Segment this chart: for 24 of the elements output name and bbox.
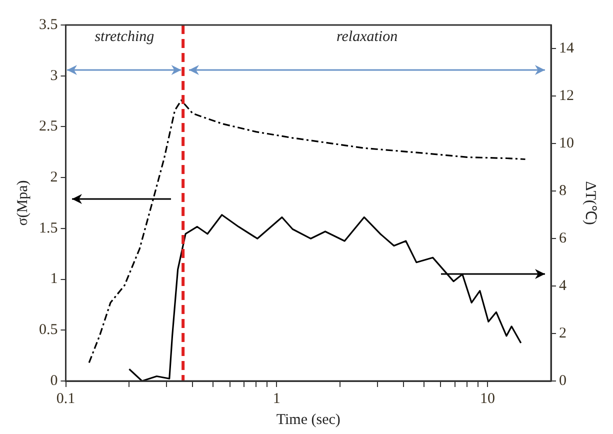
x-axis-title: Time (sec) bbox=[276, 412, 340, 428]
y-tick-label: 0 bbox=[50, 372, 58, 389]
y2-tick-label: 10 bbox=[559, 136, 574, 152]
y2-tick-label: 4 bbox=[559, 278, 567, 294]
annotation: relaxation bbox=[335, 29, 399, 46]
y2-tick-label: 0 bbox=[559, 372, 566, 389]
y2-axis-title: ΔT(℃) bbox=[582, 181, 598, 225]
y-tick-label: 0.5 bbox=[39, 322, 58, 338]
x-tick-label: 10 bbox=[480, 390, 496, 407]
y-tick-label: 2.5 bbox=[39, 118, 58, 135]
annotation: stretching bbox=[94, 29, 156, 46]
y-tick-label: 1 bbox=[50, 271, 58, 288]
y-tick-label: 3.5 bbox=[39, 16, 58, 33]
y-tick-label: 2 bbox=[50, 170, 58, 186]
y2-tick-label: 14 bbox=[559, 40, 574, 57]
y-axis-title: σ(Mpa) bbox=[14, 180, 31, 226]
y2-tick-label: 8 bbox=[559, 183, 566, 200]
y2-tick-label: 12 bbox=[559, 88, 574, 104]
y2-tick-label: 2 bbox=[559, 325, 566, 342]
y-tick-label: 3 bbox=[50, 68, 58, 84]
x-tick-label: 1 bbox=[272, 390, 280, 407]
x-tick-label: 0.1 bbox=[56, 390, 76, 407]
y2-tick-label: 6 bbox=[559, 230, 567, 247]
y-tick-label: 1.5 bbox=[39, 220, 58, 236]
